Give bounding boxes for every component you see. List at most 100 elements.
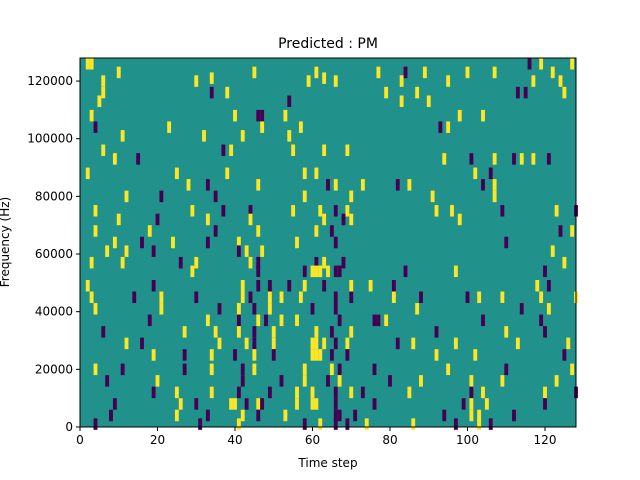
heatmap-cell-low [240,363,245,376]
heatmap-cell-high [314,225,319,237]
heatmap-cell-low [236,386,241,399]
heatmap-cell-high [116,66,121,79]
heatmap-cell-low [341,256,346,269]
heatmap-cell-low [248,291,253,304]
heatmap-cell-high [434,205,439,217]
heatmap-cell-high [326,265,330,278]
heatmap-cell-high [233,398,237,410]
heatmap-cell-high [240,130,245,142]
heatmap-cell-high [376,66,381,79]
heatmap-cell-high [209,386,214,399]
heatmap-cell-high [519,153,524,165]
x-axis-label: Time step [297,456,357,470]
heatmap-cell-low [403,265,408,278]
heatmap-cell-low [240,375,245,387]
heatmap-cell-high [322,337,327,350]
heatmap-cell-high [337,375,342,387]
heatmap-cell-high [504,326,509,338]
heatmap-cell-low [360,386,365,399]
y-tick-label: 100000 [27,132,73,146]
heatmap-cell-low [221,144,226,156]
heatmap-cell-high [322,213,327,226]
heatmap-cell-low [182,349,187,361]
heatmap-cell-high [151,349,156,361]
heatmap-cell-high [473,349,478,361]
heatmap-cell-high [384,314,389,327]
heatmap-cell-low [244,398,249,410]
heatmap-cell-high [167,121,172,133]
y-tick-label: 120000 [27,74,73,88]
heatmap-cell-low [372,314,377,327]
heatmap-cell-low [256,256,261,269]
heatmap-cell-high [236,418,241,430]
heatmap-cell-high [190,265,195,278]
heatmap-cell-low [333,386,338,399]
heatmap-cell-high [550,245,555,257]
heatmap-cell-low [147,314,152,327]
heatmap-cell-low [198,418,203,430]
x-tick-label: 20 [150,433,165,447]
heatmap-cell-high [225,167,230,180]
heatmap-cell-high [298,121,303,133]
heatmap-cell-high [112,236,117,249]
heatmap-cell-high [446,121,451,133]
heatmap-cell-low [546,279,551,292]
heatmap-cell-high [399,95,404,107]
heatmap-cell-low [372,398,377,410]
heatmap-cell-high [570,225,575,237]
heatmap-cell-high [314,398,319,410]
heatmap-cell-high [271,337,276,350]
heatmap-cell-high [267,291,272,304]
heatmap-cell-high [349,213,354,226]
heatmap-cell-high [310,349,315,361]
heatmap-cell-low [326,375,330,387]
heatmap-cell-high [457,213,462,226]
heatmap-cell-high [89,256,94,269]
heatmap-cell-low [558,225,563,237]
heatmap-cell-high [190,205,195,217]
heatmap-cell-low [442,409,447,422]
heatmap-cell-low [178,256,183,269]
heatmap-cell-high [178,398,183,410]
heatmap-cell-high [469,375,474,387]
heatmap-cell-high [550,66,555,79]
heatmap-cell-high [209,72,214,84]
heatmap-cell-low [252,337,257,350]
heatmap-cell-high [329,363,334,376]
heatmap-cell-high [159,291,164,304]
heatmap-cell-low [329,225,334,237]
heatmap-cell-high [477,291,482,304]
heatmap-cell-low [322,279,327,292]
heatmap-cell-high [314,349,319,361]
heatmap-cell-high [120,130,125,142]
heatmap-cell-low [236,245,241,257]
heatmap-cell-low [264,314,268,327]
heatmap-cell-low [337,409,342,422]
heatmap-cell-high [240,291,245,304]
y-axis: 0 20000 40000 60000 80000 100000 120000 [27,74,80,434]
x-tick-label: 100 [456,433,479,447]
heatmap-cell-high [481,109,485,122]
heatmap-cell-low [333,398,338,410]
heatmap-cell-high [248,256,253,269]
heatmap-cell-high [492,190,497,203]
heatmap-cell-low [101,326,106,338]
heatmap-cell-low [194,291,199,304]
heatmap-cell-low [140,337,144,350]
heatmap-cell-high [399,75,404,87]
heatmap-cell-high [229,144,234,156]
heatmap-cell-low [194,398,199,410]
heatmap-cell-low [213,190,218,203]
heatmap-cell-high [558,75,563,87]
heatmap-cell-high [434,349,439,361]
heatmap-cell-high [302,190,307,203]
heatmap-cell-high [531,153,536,165]
heatmap-cell-high [322,256,327,269]
heatmap-cell-high [174,167,179,180]
heatmap-cell-low [267,386,272,399]
heatmap-cell-high [205,314,210,327]
heatmap-cell-high [236,236,241,249]
heatmap-cell-low [337,265,342,278]
heatmap-cell-high [364,418,369,430]
y-tick-label: 80000 [35,189,73,203]
